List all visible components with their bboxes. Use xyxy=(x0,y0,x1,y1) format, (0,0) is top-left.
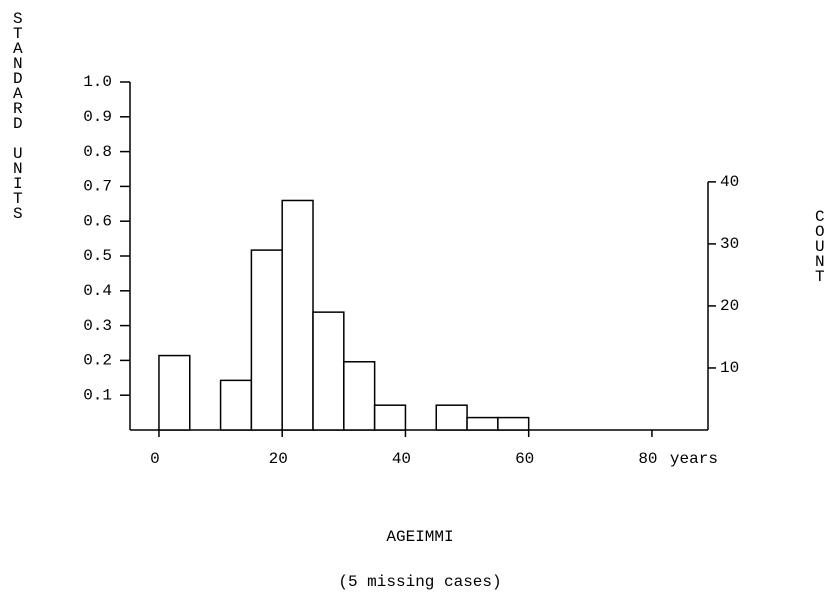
y-tick-label: 0.4 xyxy=(83,282,112,300)
note: (5 missing cases) xyxy=(338,573,501,591)
y-tick-label: 0.8 xyxy=(83,143,112,161)
y-tick-label: 1.0 xyxy=(83,73,112,91)
y-tick-label: 0.9 xyxy=(83,108,112,126)
bar xyxy=(435,404,468,431)
y-axis-label: STANDARD UNITS xyxy=(9,10,27,220)
y2-tick-label: 30 xyxy=(720,235,739,253)
x-tick-label: 20 xyxy=(269,450,288,468)
bar xyxy=(312,311,345,431)
bar xyxy=(466,416,499,431)
y-tick-label: 0.3 xyxy=(83,317,112,335)
x-tick-label: 60 xyxy=(515,450,534,468)
x-axis-label: AGEIMMI xyxy=(386,528,453,546)
bar xyxy=(373,404,407,431)
bar xyxy=(158,354,191,431)
x-tick-label: 40 xyxy=(392,450,411,468)
y2-tick-label: 10 xyxy=(720,359,739,377)
bar xyxy=(219,379,253,431)
bar xyxy=(281,199,314,431)
x-tick-label: 80 xyxy=(638,450,657,468)
y2-tick-label: 20 xyxy=(720,297,739,315)
x-tick-label: 0 xyxy=(150,450,160,468)
y-tick-label: 0.2 xyxy=(83,352,112,370)
y-tick-label: 0.1 xyxy=(83,386,112,404)
y2-axis-label: COUNT xyxy=(811,208,827,283)
x-unit-label: years xyxy=(670,450,718,468)
bar xyxy=(343,361,376,431)
bar xyxy=(497,416,530,431)
y-tick-label: 0.7 xyxy=(83,178,112,196)
y-tick-label: 0.6 xyxy=(83,212,112,230)
y2-tick-label: 40 xyxy=(720,173,739,191)
y-tick-label: 0.5 xyxy=(83,247,112,265)
bar xyxy=(250,249,283,431)
